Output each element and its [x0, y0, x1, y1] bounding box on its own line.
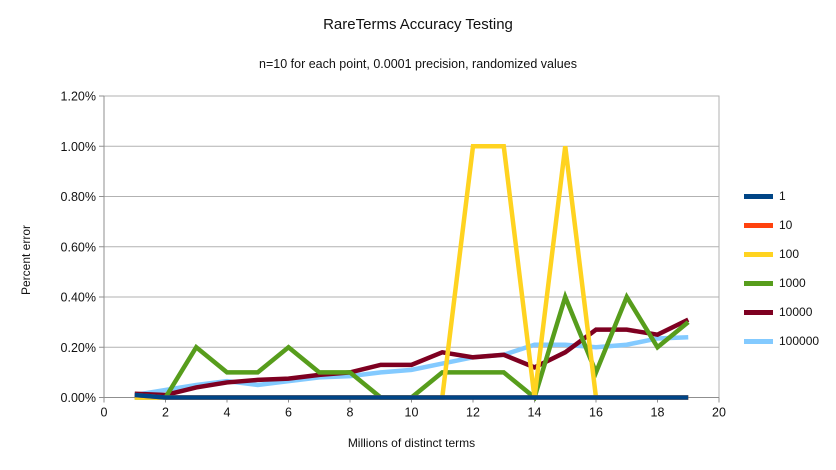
x-tick-label: 2 — [162, 406, 169, 420]
x-tick-label: 14 — [528, 406, 542, 420]
x-tick-label: 16 — [589, 406, 603, 420]
series-line-10000 — [134, 317, 690, 398]
x-tick-label: 6 — [285, 406, 292, 420]
legend-item-1: 1 — [744, 182, 819, 211]
legend-item-1000: 1000 — [744, 269, 819, 298]
legend: 1 10 100 1000 10000 100000 — [744, 182, 819, 356]
x-tick-label: 20 — [712, 406, 726, 420]
y-tick-label: 0.60% — [61, 240, 96, 254]
x-tick-label: 4 — [224, 406, 231, 420]
x-tick-label: 8 — [347, 406, 354, 420]
legend-label: 1000 — [779, 276, 806, 290]
legend-label: 100000 — [779, 334, 820, 348]
y-tick-label: 1.00% — [61, 140, 96, 154]
chart-subtitle: n=10 for each point, 0.0001 precision, r… — [259, 57, 577, 71]
x-tick-label: 10 — [405, 406, 419, 420]
legend-label: 100 — [779, 247, 800, 261]
legend-swatch — [744, 339, 773, 344]
legend-label: 10000 — [779, 305, 813, 319]
x-axis-title: Millions of distinct terms — [347, 436, 476, 450]
legend-item-100: 100 — [744, 240, 819, 269]
legend-swatch — [744, 281, 773, 286]
y-tick-label: 0.00% — [61, 391, 96, 405]
legend-swatch — [744, 310, 773, 315]
legend-swatch — [744, 252, 773, 257]
legend-swatch — [744, 194, 773, 199]
legend-label: 1 — [779, 189, 786, 203]
legend-item-10: 10 — [744, 211, 819, 240]
legend-item-100000: 100000 — [744, 327, 819, 356]
legend-swatch — [744, 223, 773, 228]
y-tick-label: 0.20% — [61, 341, 96, 355]
series-line-1 — [134, 392, 689, 400]
x-tick-label: 12 — [466, 406, 480, 420]
series-line-100 — [134, 144, 689, 400]
legend-label: 10 — [779, 218, 793, 232]
y-tick-label: 0.80% — [61, 190, 96, 204]
x-tick-label: 0 — [101, 406, 108, 420]
chart-title: RareTerms Accuracy Testing — [323, 16, 513, 33]
y-axis-title: Percent error — [19, 224, 33, 296]
y-tick-label: 0.40% — [61, 291, 96, 305]
x-tick-label: 18 — [651, 406, 665, 420]
legend-item-10000: 10000 — [744, 298, 819, 327]
y-tick-label: 1.20% — [61, 90, 96, 104]
